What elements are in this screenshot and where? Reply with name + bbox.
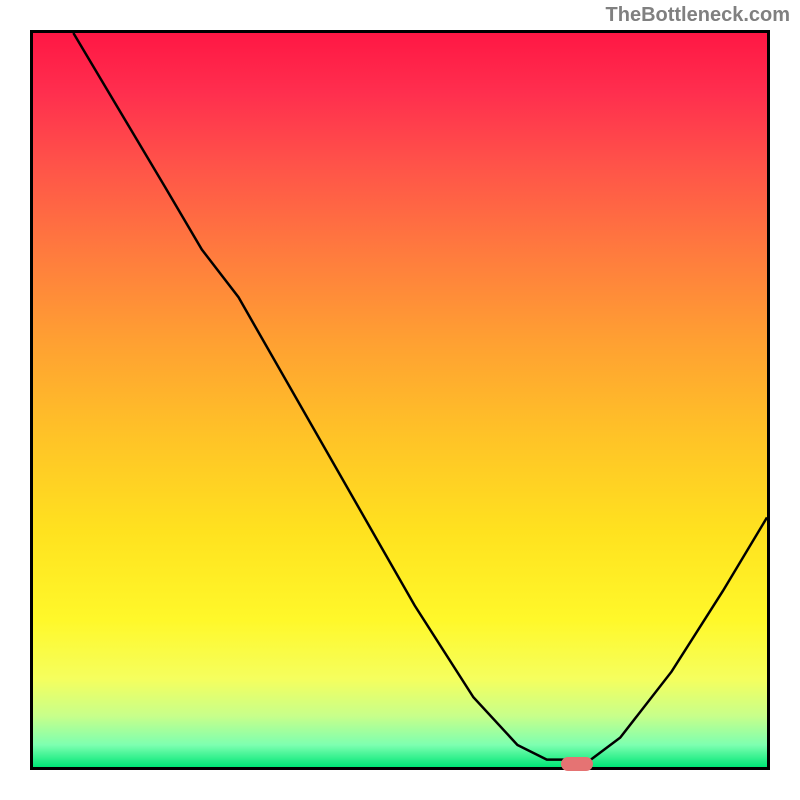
chart-plot-area (30, 30, 770, 770)
optimal-marker (561, 757, 593, 771)
bottleneck-curve (33, 33, 767, 767)
watermark-text: TheBottleneck.com (606, 4, 790, 27)
